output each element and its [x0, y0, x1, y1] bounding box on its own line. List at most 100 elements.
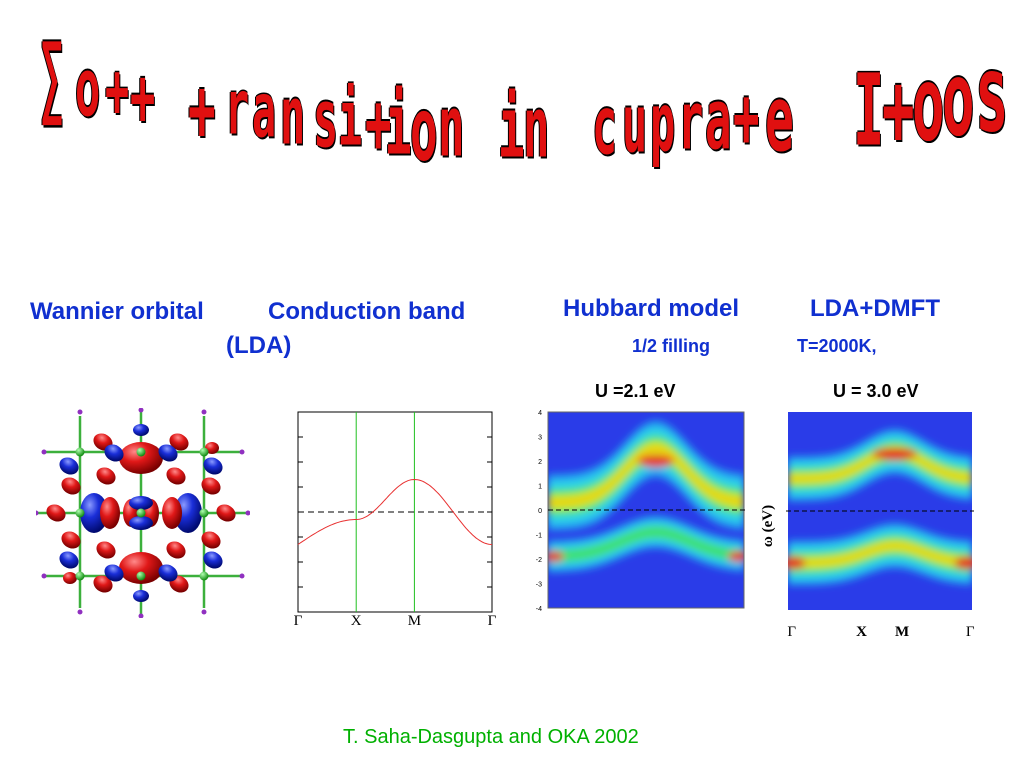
wannier-orbital-figure [36, 408, 250, 618]
orbital-lobe-positive [100, 497, 120, 529]
spectral-peak [637, 455, 674, 467]
orbital-lobe-positive [162, 497, 182, 529]
orbital-lobe-negative [133, 590, 149, 602]
title-letter: o [912, 44, 945, 165]
y-tick-label: 2 [538, 459, 542, 466]
lattice-atom [136, 571, 146, 581]
apical-atom [77, 409, 83, 415]
lattice-atom [75, 447, 85, 457]
title-letter: i [338, 76, 363, 164]
apical-atom [41, 573, 47, 579]
title-letter: + [130, 50, 156, 144]
title-letter: s [313, 72, 339, 166]
orbital-lobe-negative [129, 516, 153, 530]
y-tick-label: -3 [536, 582, 542, 589]
title-letter: e [765, 66, 794, 174]
lattice-atom [75, 571, 85, 581]
apical-atom [201, 609, 207, 615]
x-tick-label: M [408, 613, 421, 629]
title-letter: i [385, 77, 412, 175]
spectral-band [548, 526, 744, 563]
apical-atom [77, 609, 83, 615]
orbital-lobe-negative [129, 496, 153, 510]
lattice-atom [136, 508, 146, 518]
filling-label: 1/2 filling [632, 336, 711, 356]
lattice-atom [199, 447, 209, 457]
title-letter: n [523, 80, 550, 178]
orbital-lobe-positive [201, 477, 221, 495]
title-letter: a [705, 72, 732, 170]
orbital-lobe-positive [61, 477, 81, 495]
x-tick-label: X [856, 624, 867, 640]
u-3-0-label: U = 3.0 eV [833, 381, 919, 401]
orbital-lobe-negative [104, 564, 124, 582]
title-letter: ∑ [40, 27, 65, 129]
apical-atom [239, 449, 245, 455]
spectral-band [788, 448, 972, 482]
title-letter: i [498, 80, 525, 178]
y-tick-label: -2 [536, 557, 542, 564]
band-curve [297, 478, 493, 545]
apical-atom [239, 573, 245, 579]
u-2-1-label: U =2.1 eV [595, 381, 676, 401]
title-letter: + [188, 58, 216, 162]
title-letter: + [882, 49, 915, 170]
title-letter: I [853, 55, 885, 170]
lattice-atom [136, 447, 146, 457]
spectral-peak [954, 556, 972, 569]
wannier-orbital-label: Wannier orbital [30, 298, 204, 325]
title-letter: r [225, 65, 250, 153]
title-letter: u [622, 77, 648, 171]
orbital-lobe-positive [205, 442, 219, 454]
lattice-atom [199, 571, 209, 581]
orbital-lobe-positive [166, 467, 186, 485]
apical-atom [138, 613, 144, 618]
y-tick-label: 0 [538, 508, 542, 515]
orbital-lobe-positive [166, 541, 186, 559]
conduction-band-label: Conduction band [268, 298, 466, 325]
title-letter: s [975, 33, 1009, 157]
spectral-band [788, 542, 972, 567]
orbital-lobe-negative [203, 457, 223, 475]
y-tick-label: 4 [538, 410, 542, 417]
apical-atom [41, 449, 47, 455]
orbital-lobe-negative [104, 444, 124, 462]
lattice-atom [75, 508, 85, 518]
spectral-peak [548, 551, 564, 562]
title-letter: o [942, 39, 975, 160]
orbital-lobe-positive [169, 433, 189, 451]
slide-title: ∑ o + + + r a n s i + i o n i n c u p r a + e I + o o s [30, 34, 1009, 181]
lda-dmft-label: LDA+DMFT [810, 295, 940, 322]
x-tick-label: X [351, 613, 362, 629]
spectral-peak [728, 551, 744, 562]
x-tick-label: Γ [787, 624, 796, 640]
temperature-label: T=2000K, [797, 336, 877, 356]
orbital-lobe-positive [201, 531, 221, 549]
x-tick-label: M [895, 624, 909, 640]
title-letter: n [280, 69, 306, 163]
apical-atom [138, 408, 144, 413]
apical-atom [36, 510, 39, 516]
citation-credit: T. Saha-Dasgupta and OKA 2002 [343, 726, 639, 748]
spectral-peak [788, 556, 806, 569]
orbital-lobe-positive [93, 575, 113, 593]
spectral-peak [872, 448, 917, 461]
title-letter: n [438, 79, 465, 177]
orbital-lobe-positive [61, 531, 81, 549]
orbital-lobe-positive [216, 504, 236, 522]
orbital-lobe-positive [119, 552, 163, 584]
x-tick-label: Γ [488, 613, 497, 629]
x-tick-label: Γ [294, 613, 303, 629]
lda-label: (LDA) [226, 332, 292, 359]
orbital-lobe-negative [59, 551, 79, 569]
title-letter: + [733, 70, 760, 167]
title-letter: c [592, 78, 618, 173]
title-letter: r [678, 74, 704, 168]
orbital-lobe-negative [133, 424, 149, 436]
orbital-lobe-negative [59, 457, 79, 475]
y-tick-label: 3 [538, 435, 542, 442]
title-letter: o [75, 40, 101, 135]
title-letter: o [410, 78, 438, 181]
orbital-lobe-negative [203, 551, 223, 569]
